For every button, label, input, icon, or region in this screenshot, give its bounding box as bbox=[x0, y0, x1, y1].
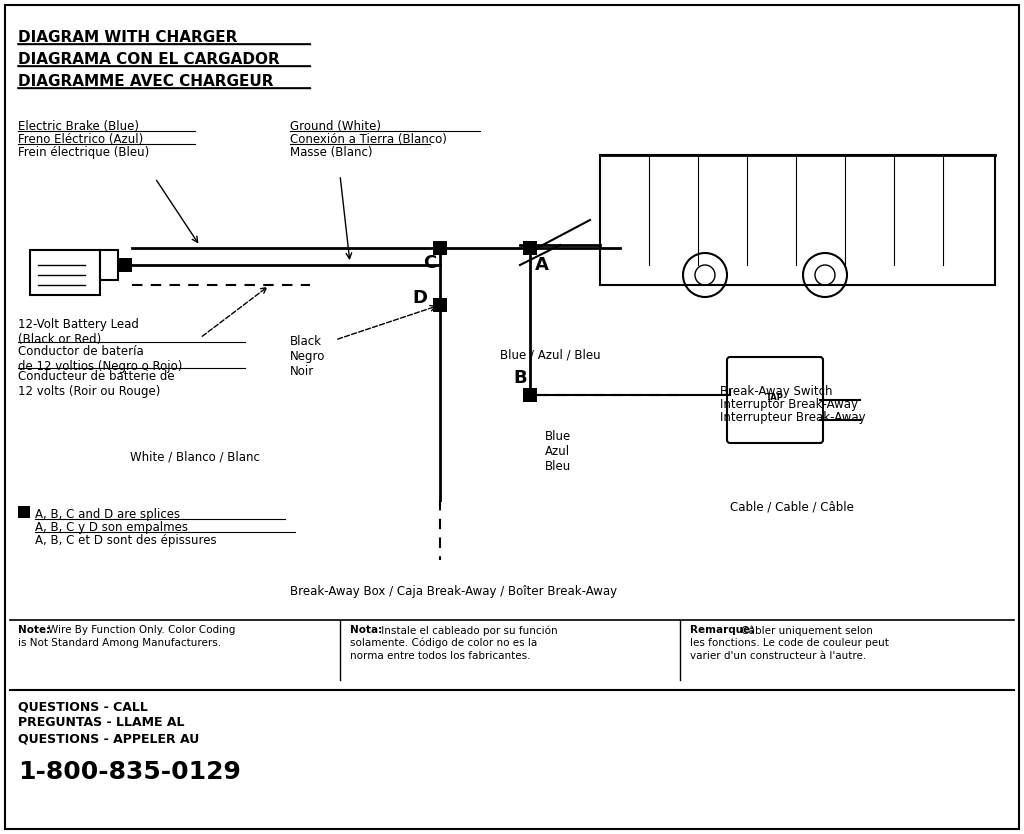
Text: Cable / Cable / Câble: Cable / Cable / Câble bbox=[730, 500, 854, 513]
Text: Break-Away Box / Caja Break-Away / Boîter Break-Away: Break-Away Box / Caja Break-Away / Boîte… bbox=[290, 585, 617, 598]
Text: Interruptor Break-Away: Interruptor Break-Away bbox=[720, 398, 858, 411]
Text: Masse (Blanc): Masse (Blanc) bbox=[290, 146, 373, 159]
Text: Black
Negro
Noir: Black Negro Noir bbox=[290, 335, 326, 378]
Text: 12-Volt Battery Lead
(Black or Red): 12-Volt Battery Lead (Black or Red) bbox=[18, 318, 139, 346]
Text: A: A bbox=[535, 256, 549, 274]
Text: A, B, C y D son empalmes: A, B, C y D son empalmes bbox=[35, 521, 188, 534]
Text: Interrupteur Break-Away: Interrupteur Break-Away bbox=[720, 411, 865, 424]
Text: Frein électrique (Bleu): Frein électrique (Bleu) bbox=[18, 146, 150, 159]
Text: Blue / Azul / Bleu: Blue / Azul / Bleu bbox=[500, 349, 601, 361]
Text: Instale el cableado por su función: Instale el cableado por su función bbox=[378, 625, 558, 636]
Bar bbox=[433, 241, 447, 255]
Text: norma entre todos los fabricantes.: norma entre todos los fabricantes. bbox=[350, 651, 530, 661]
Text: varier d'un constructeur à l'autre.: varier d'un constructeur à l'autre. bbox=[690, 651, 866, 661]
Bar bbox=[18, 506, 30, 518]
Text: Freno Eléctrico (Azul): Freno Eléctrico (Azul) bbox=[18, 133, 143, 146]
Text: Ground (White): Ground (White) bbox=[290, 120, 381, 133]
Text: C: C bbox=[423, 254, 436, 272]
Bar bbox=[30, 250, 100, 295]
FancyBboxPatch shape bbox=[727, 357, 823, 443]
Bar bbox=[523, 388, 537, 402]
Bar bbox=[523, 241, 537, 255]
Text: DIAGRAMME AVEC CHARGEUR: DIAGRAMME AVEC CHARGEUR bbox=[18, 74, 273, 89]
Bar bbox=[118, 258, 132, 272]
Text: A, B, C and D are splices: A, B, C and D are splices bbox=[35, 508, 180, 521]
Bar bbox=[600, 155, 995, 285]
Text: A, B, C et D sont des épissures: A, B, C et D sont des épissures bbox=[35, 534, 217, 547]
Bar bbox=[100, 250, 118, 280]
Text: Nota:: Nota: bbox=[350, 625, 382, 635]
Text: solamente. Código de color no es la: solamente. Código de color no es la bbox=[350, 638, 538, 649]
Text: Break-Away Switch: Break-Away Switch bbox=[720, 385, 833, 398]
Text: Câbler uniquement selon: Câbler uniquement selon bbox=[738, 625, 872, 636]
Text: Blue
Azul
Bleu: Blue Azul Bleu bbox=[545, 430, 571, 473]
Text: White / Blanco / Blanc: White / Blanco / Blanc bbox=[130, 450, 260, 463]
Text: QUESTIONS - CALL: QUESTIONS - CALL bbox=[18, 700, 147, 713]
Text: Conductor de batería
de 12 voltios (Negro o Rojo): Conductor de batería de 12 voltios (Negr… bbox=[18, 345, 182, 373]
Text: QUESTIONS - APPELER AU: QUESTIONS - APPELER AU bbox=[18, 732, 200, 745]
Text: DIAGRAMA CON EL CARGADOR: DIAGRAMA CON EL CARGADOR bbox=[18, 52, 280, 67]
Text: D: D bbox=[412, 289, 427, 307]
Text: 1-800-835-0129: 1-800-835-0129 bbox=[18, 760, 241, 784]
Bar bbox=[433, 298, 447, 312]
Text: Electric Brake (Blue): Electric Brake (Blue) bbox=[18, 120, 139, 133]
Text: PREGUNTAS - LLAME AL: PREGUNTAS - LLAME AL bbox=[18, 716, 184, 729]
Text: Remarque:: Remarque: bbox=[690, 625, 755, 635]
Text: Conducteur de batterie de
12 volts (Roir ou Rouge): Conducteur de batterie de 12 volts (Roir… bbox=[18, 370, 175, 398]
Text: Note:: Note: bbox=[18, 625, 50, 635]
Text: DIAGRAM WITH CHARGER: DIAGRAM WITH CHARGER bbox=[18, 30, 238, 45]
Text: B: B bbox=[513, 369, 526, 387]
Text: is Not Standard Among Manufacturers.: is Not Standard Among Manufacturers. bbox=[18, 638, 221, 648]
Text: Conexión a Tierra (Blanco): Conexión a Tierra (Blanco) bbox=[290, 133, 446, 146]
Text: TAP: TAP bbox=[766, 393, 784, 402]
Text: Wire By Function Only. Color Coding: Wire By Function Only. Color Coding bbox=[48, 625, 236, 635]
Text: les fonctions. Le code de couleur peut: les fonctions. Le code de couleur peut bbox=[690, 638, 889, 648]
